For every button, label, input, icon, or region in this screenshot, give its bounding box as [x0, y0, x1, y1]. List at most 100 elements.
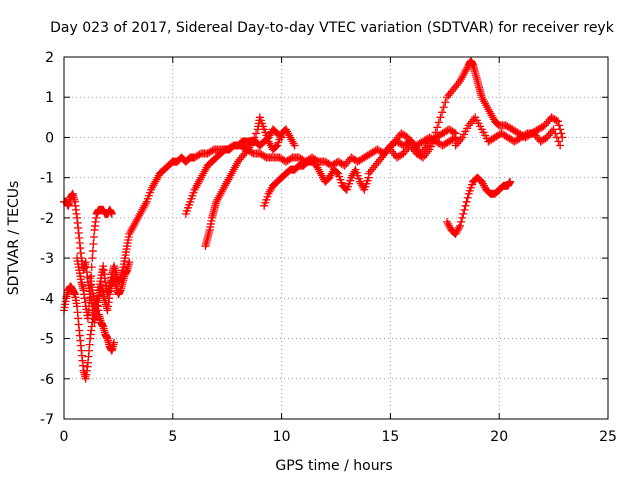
- data-point: [456, 135, 465, 144]
- data-point: [388, 147, 397, 156]
- data-point: [419, 153, 428, 162]
- x-axis-label: GPS time / hours: [275, 458, 392, 474]
- data-point: [446, 89, 455, 98]
- data-point: [238, 151, 247, 160]
- data-point: [540, 121, 549, 130]
- data-point: [423, 147, 432, 156]
- data-point: [485, 107, 494, 116]
- data-point: [287, 135, 296, 144]
- data-point: [444, 219, 453, 228]
- y-tick-label: 1: [45, 90, 54, 106]
- data-point: [232, 159, 241, 168]
- data-point: [192, 181, 201, 190]
- data-point: [138, 205, 147, 214]
- data-point: [409, 145, 418, 154]
- data-point: [264, 189, 273, 198]
- data-point: [367, 165, 376, 174]
- data-point: [136, 209, 145, 218]
- data-point: [477, 93, 486, 102]
- data-point: [461, 67, 470, 76]
- data-point: [89, 240, 98, 249]
- data-point: [265, 139, 274, 148]
- data-point: [456, 221, 465, 230]
- data-point: [454, 137, 463, 146]
- data-point: [130, 219, 139, 228]
- data-point: [486, 109, 495, 118]
- data-point: [88, 247, 97, 256]
- data-point: [449, 85, 458, 94]
- data-point: [552, 116, 561, 125]
- data-point: [340, 161, 349, 170]
- data-point: [389, 149, 398, 158]
- plot-frame: [63, 56, 609, 420]
- data-point: [193, 179, 202, 188]
- data-point: [153, 173, 162, 182]
- data-point: [374, 157, 383, 166]
- data-point: [326, 171, 335, 180]
- data-point: [405, 141, 414, 150]
- data-point: [288, 137, 297, 146]
- data-point: [553, 117, 562, 126]
- data-point: [218, 185, 227, 194]
- data-point: [290, 141, 299, 150]
- data-point: [216, 189, 225, 198]
- y-tick-label: -7: [40, 412, 54, 428]
- data-point: [544, 117, 553, 126]
- data-point: [394, 133, 403, 142]
- data-point: [453, 139, 462, 148]
- data-point: [227, 169, 236, 178]
- data-point: [110, 338, 119, 347]
- data-point: [343, 157, 352, 166]
- data-point: [133, 213, 142, 222]
- data-point: [107, 209, 116, 218]
- data-point: [221, 181, 230, 190]
- y-tick-label: -6: [40, 372, 54, 388]
- data-point: [460, 205, 469, 214]
- data-point: [286, 133, 295, 142]
- data-point: [235, 155, 244, 164]
- data-point: [389, 139, 398, 148]
- data-point: [377, 153, 386, 162]
- data-point: [317, 171, 326, 180]
- series-sat-k: [386, 125, 460, 162]
- data-point: [250, 133, 259, 142]
- data-point: [380, 149, 389, 158]
- series-sat-f: [201, 113, 299, 251]
- data-point: [479, 181, 488, 190]
- data-point: [445, 221, 454, 230]
- series-sat-i: [442, 173, 515, 238]
- grid: [64, 57, 608, 419]
- data-point: [376, 155, 385, 164]
- data-point: [555, 121, 564, 130]
- data-point: [247, 141, 256, 150]
- x-tick-label: 0: [60, 429, 69, 445]
- data-point: [127, 225, 136, 234]
- data-point: [237, 153, 246, 162]
- data-point: [252, 129, 261, 138]
- x-tick-label: 20: [490, 429, 508, 445]
- data-point: [482, 101, 491, 110]
- data-point: [407, 143, 416, 152]
- data-point: [140, 201, 149, 210]
- x-tick-label: 25: [599, 429, 617, 445]
- data-point: [484, 105, 493, 114]
- data-point: [369, 163, 378, 172]
- data-point: [198, 171, 207, 180]
- data-point: [139, 203, 148, 212]
- data-point: [342, 159, 351, 168]
- data-point: [214, 193, 223, 202]
- data-point: [281, 125, 290, 134]
- data-point: [441, 98, 450, 107]
- data-point: [552, 133, 561, 142]
- y-tick-label: -1: [40, 171, 54, 187]
- data-point: [316, 169, 325, 178]
- data-point: [451, 129, 460, 138]
- data-point: [152, 175, 161, 184]
- data-point: [289, 139, 298, 148]
- data-point: [234, 157, 243, 166]
- data-point: [462, 197, 471, 206]
- data-point: [223, 177, 232, 186]
- data-point: [422, 149, 431, 158]
- data-point: [439, 103, 448, 112]
